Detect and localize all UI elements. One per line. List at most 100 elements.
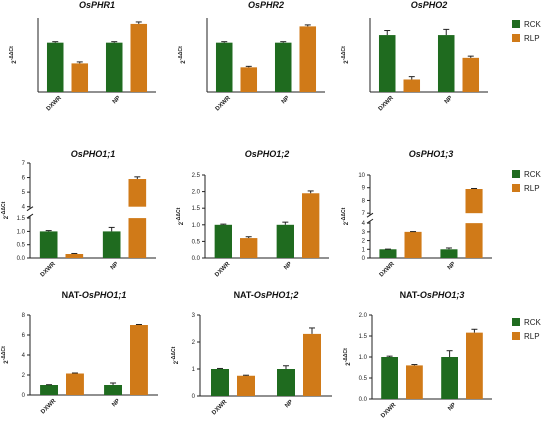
x-tick-label: NP: [447, 402, 457, 412]
x-tick-label: NP: [444, 95, 454, 105]
bar-rlp: [403, 79, 421, 92]
y-tick-label: 8: [22, 313, 26, 319]
chart-panel: OsPHO1;1 0.0 0.5 1.0 1.5 4 5 6 7 2-ΔΔCt DXWR NP: [1, 149, 156, 278]
legend-swatch-rck: [512, 318, 520, 326]
bar-rlp: [240, 67, 258, 92]
y-tick-label: 9: [362, 186, 366, 192]
y-tick-label: 0.5: [192, 239, 201, 245]
chart-title: OsPHO1;3: [409, 149, 454, 159]
chart-title: OsPHO2: [411, 0, 448, 10]
chart-title-gene: OsPHR2: [248, 0, 284, 10]
bar-rck: [277, 369, 295, 396]
x-tick-label: NP: [284, 399, 294, 409]
x-tick-label: DXWR: [379, 261, 397, 279]
bar-rlp: [466, 332, 483, 399]
bar-rck: [215, 42, 233, 92]
legend-swatch-rlp: [512, 34, 520, 42]
x-tick-label: DXWR: [378, 95, 396, 113]
bar-rck: [102, 231, 121, 258]
x-tick-label: DXWR: [380, 402, 398, 420]
y-tick-label: 2: [22, 373, 26, 379]
y-axis-label-base: 2: [346, 362, 352, 366]
y-tick-label: 8: [362, 198, 366, 204]
bar-rlp: [406, 365, 423, 399]
y-axis-label-base: 2: [181, 60, 187, 64]
y-axis-label-exponent: -ΔΔCt: [171, 346, 177, 360]
y-axis-label: 2-ΔΔCt: [341, 207, 350, 225]
chart-title-gene: OsPHR1: [79, 0, 115, 10]
y-axis-label: 2-ΔΔCt: [341, 46, 350, 64]
y-tick-label: 2.0: [359, 313, 368, 319]
bar-rck: [214, 224, 232, 258]
x-tick-label: DXWR: [214, 261, 232, 279]
chart-title-gene: OsPHO1;3: [420, 290, 465, 300]
y-tick-label: 6: [22, 333, 26, 339]
legend-label: RLP: [524, 34, 540, 43]
y-axis-label-base: 2: [344, 221, 350, 225]
y-axis-label-exponent: -ΔΔCt: [1, 346, 7, 360]
x-tick-label: DXWR: [211, 399, 229, 417]
chart-panel: OsPHO2 2-ΔΔCt DXWR NP RCK RLP: [341, 0, 542, 112]
bar-rlp: [404, 231, 422, 258]
bar-rck: [105, 42, 123, 92]
bar-rck: [381, 357, 398, 399]
y-axis-label-exponent: -ΔΔCt: [9, 46, 15, 60]
y-tick-label: 0.0: [359, 397, 368, 403]
y-tick-label: 7: [362, 211, 366, 217]
chart-panel: OsPHO1;2 0.0 0.5 1.0 1.5 2.0 2.5 2-ΔΔCt DXWR NP: [176, 149, 329, 278]
legend-swatch-rlp: [512, 184, 520, 192]
y-axis-label-base: 2: [4, 360, 10, 364]
chart-title: NAT-OsPHO1;2: [234, 290, 299, 300]
legend-label: RLP: [524, 184, 540, 193]
chart-title: NAT-OsPHO1;1: [62, 290, 127, 300]
y-tick-label: 1: [362, 247, 366, 253]
y-tick-label: 1.0: [359, 355, 368, 361]
chart-title-gene: OsPHO1;2: [245, 149, 290, 159]
y-axis-label: 2-ΔΔCt: [1, 201, 10, 219]
legend-swatch-rck: [512, 20, 520, 28]
bar-rck: [440, 249, 458, 258]
y-tick-label: 0.5: [359, 376, 368, 382]
bar-rck: [437, 35, 455, 92]
bar-rlp: [237, 375, 255, 396]
x-tick-label: NP: [447, 261, 457, 271]
bar-break-gap: [127, 206, 148, 219]
bar-rck: [40, 385, 58, 395]
bar-rlp: [303, 333, 321, 396]
bar-rlp: [465, 188, 483, 258]
chart-panel: NAT-OsPHO1;3 0.0 0.5 1.0 1.5 2.0 2-ΔΔCt DXWR NP R…: [343, 290, 542, 419]
chart-title: OsPHO1;1: [71, 149, 116, 159]
x-tick-label: DXWR: [40, 261, 58, 279]
bar-rlp: [66, 373, 84, 395]
y-tick-label: 0: [362, 256, 366, 262]
y-tick-label: 2.5: [192, 173, 201, 179]
chart-panel: OsPHR2 2-ΔΔCt DXWR NP: [178, 0, 325, 112]
chart-title-gene: OsPHO1;2: [254, 290, 299, 300]
y-axis-label: 2-ΔΔCt: [178, 46, 187, 64]
y-axis-label-exponent: -ΔΔCt: [341, 46, 347, 60]
chart-title: NAT-OsPHO1;3: [400, 290, 465, 300]
chart-title-prefix: NAT-: [62, 290, 82, 300]
bar-rlp: [130, 23, 148, 93]
x-tick-label: DXWR: [215, 95, 233, 113]
legend-label: RLP: [524, 332, 540, 341]
y-tick-label: 0.0: [17, 256, 26, 262]
y-tick-label: 0: [22, 393, 26, 399]
bar-rlp: [240, 238, 258, 258]
y-axis-label-base: 2: [4, 215, 10, 219]
y-tick-label: 10: [358, 173, 365, 179]
y-axis-label: 2-ΔΔCt: [9, 46, 18, 64]
legend-label: RCK: [524, 170, 542, 179]
chart-title-gene: OsPHO1;1: [71, 149, 116, 159]
bar-rlp: [65, 254, 84, 258]
y-tick-label: 1.0: [17, 229, 26, 235]
bar-rck: [104, 385, 122, 395]
y-axis-label: 2-ΔΔCt: [1, 346, 10, 364]
y-axis-label-base: 2: [12, 60, 18, 64]
x-tick-label: NP: [111, 398, 121, 408]
y-axis-label: 2-ΔΔCt: [176, 207, 185, 225]
bar-rck: [274, 42, 292, 92]
